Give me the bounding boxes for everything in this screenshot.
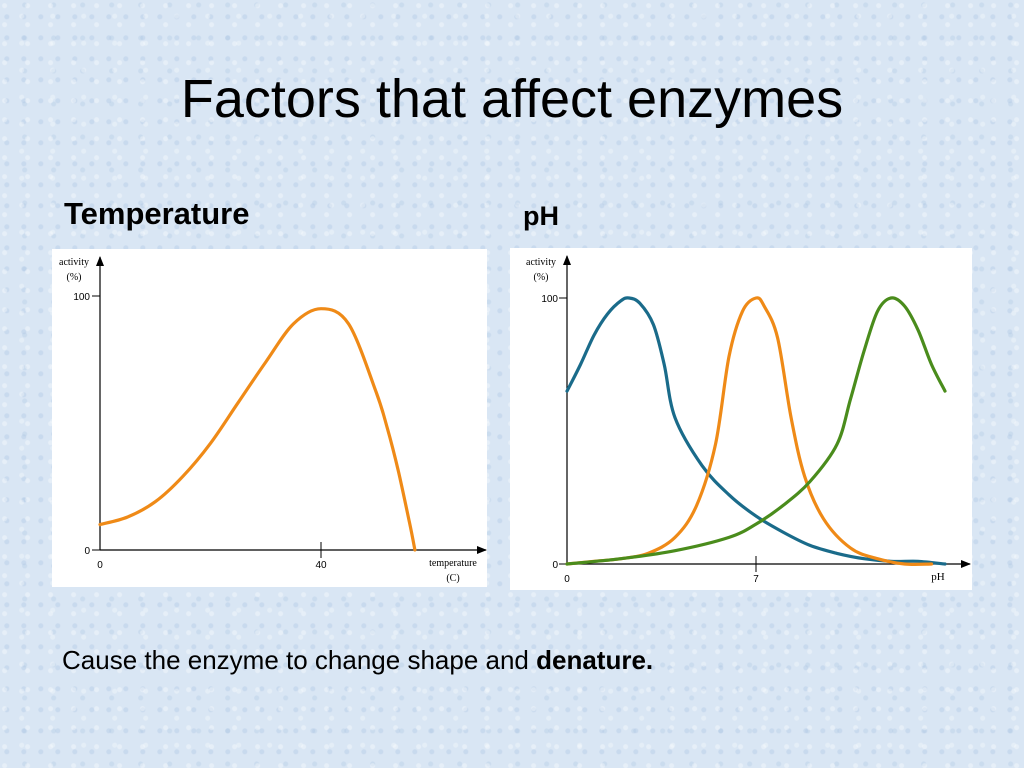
ph-series-group <box>565 296 947 566</box>
ph-series-line-3 <box>565 296 947 566</box>
x-axis-label-line1: temperature <box>429 558 477 569</box>
ph-chart-title: pH <box>523 201 559 231</box>
x-tick-label-40: 40 <box>315 560 327 571</box>
x-tick-label-7: 7 <box>753 574 759 585</box>
x-tick-label-0: 0 <box>564 574 570 585</box>
temperature-chart-panel: activity (%) 100 0 0 40 temperature (C) <box>52 249 487 587</box>
ph-series-line-1 <box>565 296 947 566</box>
y-axis-label-line2: (%) <box>67 272 82 283</box>
y-axis-label-line1: activity <box>526 257 556 268</box>
x-axis-label: pH <box>931 571 945 583</box>
y-axis-label-line1: activity <box>59 257 89 268</box>
temperature-series-group <box>98 307 417 552</box>
caption-bold-text: denature. <box>536 645 654 675</box>
x-tick-label-0: 0 <box>97 560 103 571</box>
y-tick-label-100: 100 <box>73 292 90 303</box>
slide-title: Factors that affect enzymes <box>180 69 844 129</box>
y-tick-label-100: 100 <box>541 294 558 305</box>
x-axis-label-line2: (C) <box>446 573 459 584</box>
slide-caption: Cause the enzyme to change shape and den… <box>62 645 653 676</box>
caption-text: Cause the enzyme to change shape and <box>62 645 537 675</box>
temperature-chart-title: Temperature <box>64 196 250 231</box>
y-tick-label-0: 0 <box>552 560 558 571</box>
y-axis-label-line2: (%) <box>534 272 549 283</box>
y-tick-label-0: 0 <box>84 546 90 557</box>
ph-chart-panel: activity (%) 100 0 0 7 pH <box>510 248 972 590</box>
ph-series-line-2 <box>565 296 934 566</box>
ph-chart: activity (%) 100 0 0 7 pH <box>526 255 971 585</box>
temperature-chart: activity (%) 100 0 0 40 temperature (C) <box>59 256 487 584</box>
temperature-series-line-1 <box>98 307 417 552</box>
